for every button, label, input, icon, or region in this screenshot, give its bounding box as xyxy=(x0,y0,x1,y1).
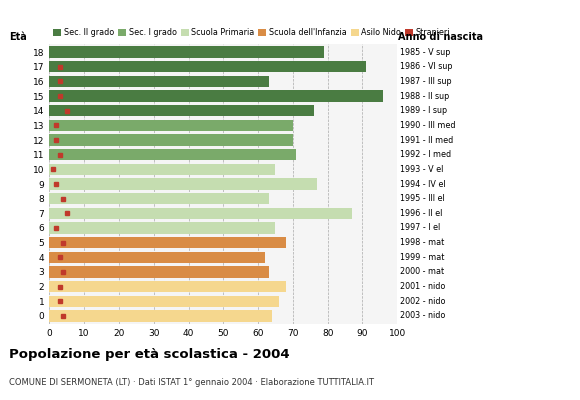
Text: Popolazione per età scolastica - 2004: Popolazione per età scolastica - 2004 xyxy=(9,348,289,361)
Text: Anno di nascita: Anno di nascita xyxy=(398,32,484,42)
Bar xyxy=(49,90,383,102)
Bar xyxy=(49,105,314,116)
Bar xyxy=(49,164,276,175)
Text: 2003 - nido: 2003 - nido xyxy=(400,312,445,320)
Bar xyxy=(49,296,279,307)
Bar xyxy=(49,208,352,219)
Text: 1995 - III el: 1995 - III el xyxy=(400,194,444,203)
Text: 2000 - mat: 2000 - mat xyxy=(400,268,444,276)
Bar xyxy=(49,149,296,160)
Bar xyxy=(49,252,265,263)
Bar xyxy=(49,46,324,58)
Text: 1999 - mat: 1999 - mat xyxy=(400,253,444,262)
Bar xyxy=(49,266,269,278)
Text: 1990 - III med: 1990 - III med xyxy=(400,121,455,130)
Bar xyxy=(49,76,269,87)
Text: 1987 - III sup: 1987 - III sup xyxy=(400,77,451,86)
Text: 1994 - IV el: 1994 - IV el xyxy=(400,180,445,188)
Text: 1988 - II sup: 1988 - II sup xyxy=(400,92,449,100)
Bar xyxy=(49,134,293,146)
Bar xyxy=(49,61,366,72)
Bar xyxy=(49,237,286,248)
Bar xyxy=(49,310,272,322)
Text: 1989 - I sup: 1989 - I sup xyxy=(400,106,447,115)
Bar xyxy=(49,222,276,234)
Bar xyxy=(49,193,269,204)
Text: 1996 - II el: 1996 - II el xyxy=(400,209,442,218)
Text: 1992 - I med: 1992 - I med xyxy=(400,150,451,159)
Text: 2002 - nido: 2002 - nido xyxy=(400,297,445,306)
Text: COMUNE DI SERMONETA (LT) · Dati ISTAT 1° gennaio 2004 · Elaborazione TUTTITALIA.: COMUNE DI SERMONETA (LT) · Dati ISTAT 1°… xyxy=(9,378,374,387)
Text: 1997 - I el: 1997 - I el xyxy=(400,224,440,232)
Bar xyxy=(49,120,293,131)
Legend: Sec. II grado, Sec. I grado, Scuola Primaria, Scuola dell'Infanzia, Asilo Nido, : Sec. II grado, Sec. I grado, Scuola Prim… xyxy=(53,28,450,37)
Text: 1998 - mat: 1998 - mat xyxy=(400,238,444,247)
Text: Età: Età xyxy=(9,32,27,42)
Text: 2001 - nido: 2001 - nido xyxy=(400,282,445,291)
Text: 1985 - V sup: 1985 - V sup xyxy=(400,48,450,56)
Bar xyxy=(49,281,286,292)
Text: 1993 - V el: 1993 - V el xyxy=(400,165,443,174)
Text: 1991 - II med: 1991 - II med xyxy=(400,136,453,144)
Bar xyxy=(49,178,317,190)
Text: 1986 - VI sup: 1986 - VI sup xyxy=(400,62,452,71)
